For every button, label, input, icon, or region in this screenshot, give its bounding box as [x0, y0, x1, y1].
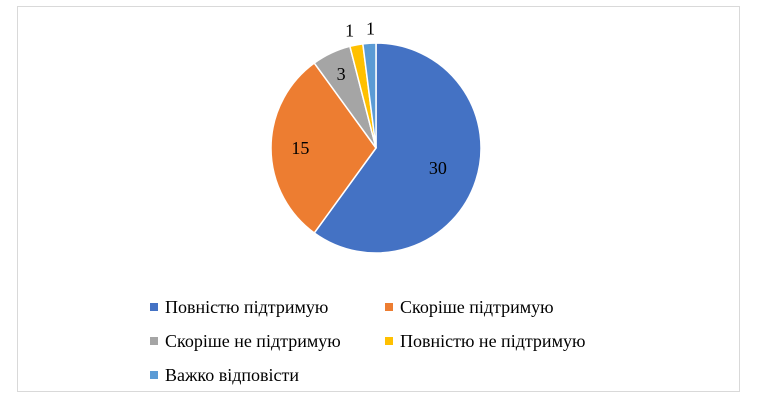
legend-item-fully-not-support: Повністю не підтримую	[385, 331, 585, 352]
legend-row: Повністю підтримую Скоріше підтримую	[150, 290, 630, 324]
legend-swatch	[150, 303, 158, 311]
legend-swatch	[385, 303, 393, 311]
legend-label: Важко відповісти	[165, 364, 300, 385]
legend-row: Важко відповісти	[150, 358, 630, 392]
legend-swatch	[150, 371, 158, 379]
legend-row: Скоріше не підтримую Повністю не підтрим…	[150, 324, 630, 358]
data-label: 15	[291, 138, 309, 158]
data-label: 1	[345, 20, 354, 40]
legend-item-rather-support: Скоріше підтримую	[385, 297, 554, 318]
data-label: 3	[337, 64, 346, 84]
legend-item-hard-to-answer: Важко відповісти	[150, 365, 385, 386]
legend-label: Повністю підтримую	[165, 296, 329, 317]
slice-fully-support	[313, 42, 482, 254]
legend-swatch	[150, 337, 158, 345]
data-label: 1	[366, 19, 375, 39]
slice-hard-to-answer	[362, 42, 377, 149]
legend-swatch	[385, 337, 393, 345]
data-label: 30	[429, 158, 447, 178]
slice-rather-support	[270, 62, 377, 234]
legend: Повністю підтримую Скоріше підтримую Ско…	[150, 290, 630, 392]
legend-label: Повністю не підтримую	[400, 330, 586, 351]
legend-label: Скоріше підтримую	[400, 296, 554, 317]
legend-item-rather-not-support: Скоріше не підтримую	[150, 331, 385, 352]
legend-label: Скоріше не підтримую	[165, 330, 341, 351]
legend-item-fully-support: Повністю підтримую	[150, 297, 385, 318]
